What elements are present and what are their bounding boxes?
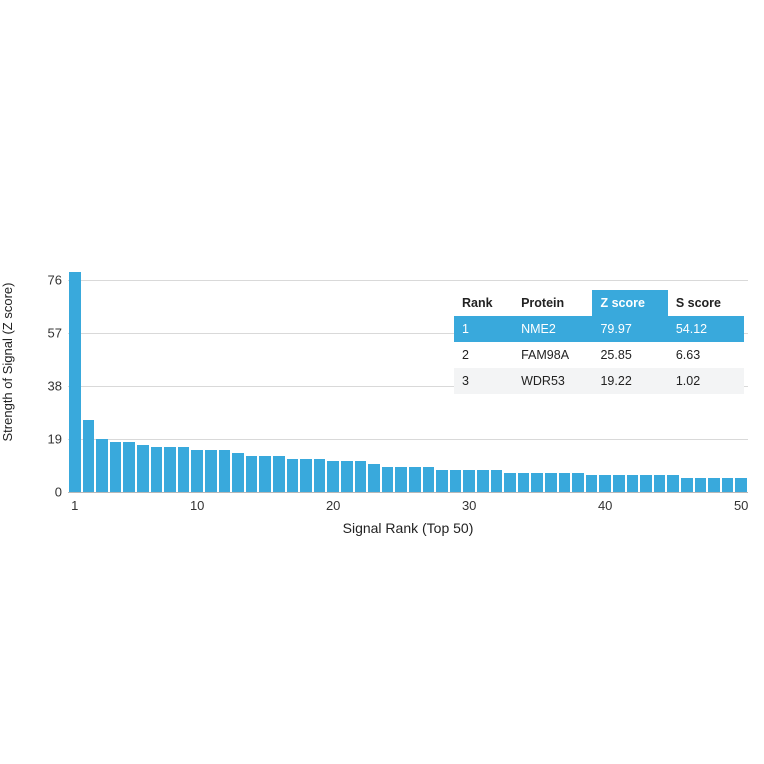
table-cell: 1 [454,316,513,342]
bar [368,464,379,492]
x-tick-label: 30 [462,498,476,513]
gridline [68,439,748,440]
bar [395,467,406,492]
table-cell: 1.02 [668,368,744,394]
y-axis-label: Strength of Signal (Z score) [0,252,20,472]
table-row: 2FAM98A25.856.63 [454,342,744,368]
table-cell: 54.12 [668,316,744,342]
bar [96,439,107,492]
bar [287,459,298,492]
bar [273,456,284,492]
bar [504,473,515,492]
bar [613,475,624,492]
table-header-row: RankProteinZ scoreS score [454,290,744,316]
bar [572,473,583,492]
bar [137,445,148,492]
bar [205,450,216,492]
bar [450,470,461,492]
table-cell: WDR53 [513,368,592,394]
bar [654,475,665,492]
bar [246,456,257,492]
bar [423,467,434,492]
bar [83,420,94,492]
x-tick-label: 40 [598,498,612,513]
gridline [68,280,748,281]
y-tick-label: 76 [48,273,62,288]
x-tick-label: 10 [190,498,204,513]
table-column-header: Z score [592,290,667,316]
bar [355,461,366,492]
bar [545,473,556,492]
bar [164,447,175,492]
bar [586,475,597,492]
y-tick-label: 0 [55,485,62,500]
y-tick-label: 19 [48,432,62,447]
bar [300,459,311,492]
bar [477,470,488,492]
bar [436,470,447,492]
table-cell: 19.22 [592,368,667,394]
table-row: 1NME279.9754.12 [454,316,744,342]
bar [491,470,502,492]
stage: Strength of Signal (Z score) 01938577611… [0,0,764,764]
bar [232,453,243,492]
table-cell: 3 [454,368,513,394]
bar [409,467,420,492]
bar [735,478,746,492]
table-cell: 25.85 [592,342,667,368]
bar [341,461,352,492]
bar [178,447,189,492]
table-cell: FAM98A [513,342,592,368]
y-tick-label: 38 [48,379,62,394]
bar [259,456,270,492]
bar [151,447,162,492]
x-axis-label: Signal Rank (Top 50) [68,520,748,536]
bar [463,470,474,492]
x-tick-label: 1 [71,498,78,513]
bar [219,450,230,492]
bar [327,461,338,492]
table-column-header: Rank [454,290,513,316]
bar [627,475,638,492]
table-body: 1NME279.9754.122FAM98A25.856.633WDR5319.… [454,316,744,394]
bar [722,478,733,492]
table-cell: NME2 [513,316,592,342]
bar [681,478,692,492]
bar [667,475,678,492]
x-axis-line [68,492,748,493]
bar [382,467,393,492]
bar [695,478,706,492]
x-tick-label: 20 [326,498,340,513]
table-column-header: Protein [513,290,592,316]
bar [69,272,80,492]
bar [191,450,202,492]
bar [559,473,570,492]
table-column-header: S score [668,290,744,316]
bar [314,459,325,492]
bar [708,478,719,492]
x-tick-label: 50 [734,498,748,513]
bar [640,475,651,492]
y-tick-label: 57 [48,326,62,341]
bar [531,473,542,492]
bar [110,442,121,492]
table-cell: 6.63 [668,342,744,368]
bar [123,442,134,492]
bar [599,475,610,492]
bar [518,473,529,492]
table-cell: 79.97 [592,316,667,342]
top-proteins-table: RankProteinZ scoreS score 1NME279.9754.1… [454,290,744,394]
table-row: 3WDR5319.221.02 [454,368,744,394]
table-cell: 2 [454,342,513,368]
